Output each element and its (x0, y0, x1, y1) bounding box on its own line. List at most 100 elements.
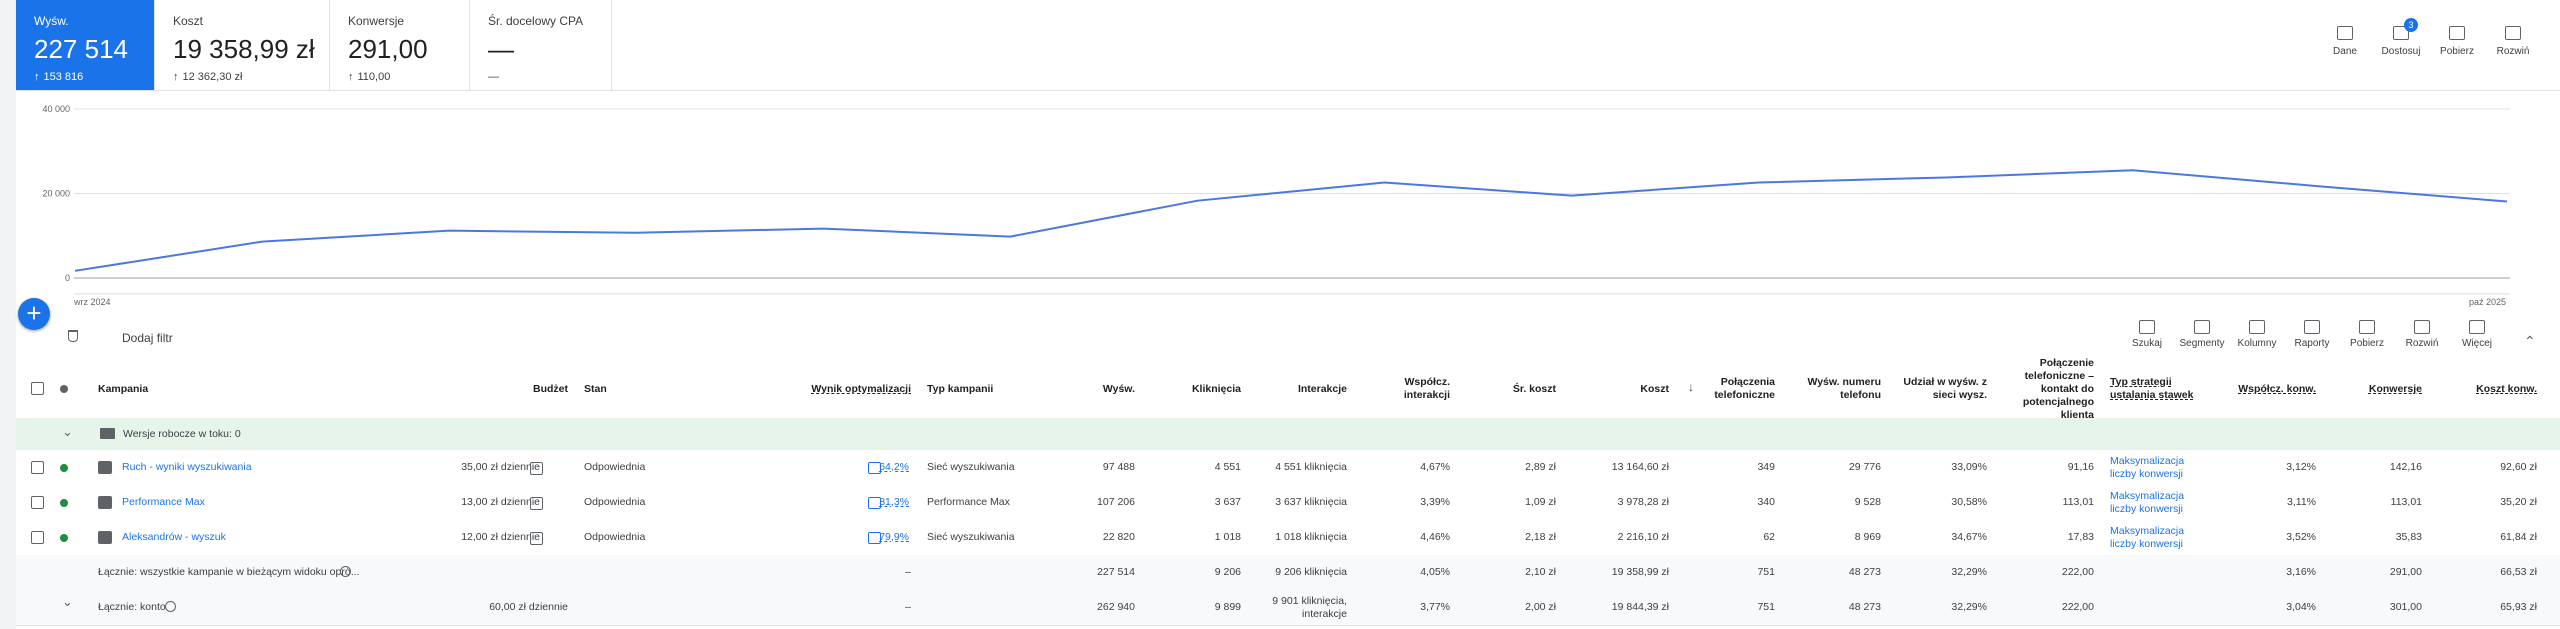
action-button[interactable]: Pobierz (2432, 26, 2482, 57)
table-cell: 91,16 (2067, 461, 2094, 473)
toolbar-button[interactable]: Więcej (2452, 320, 2502, 349)
table-cell: 9 899 (1214, 601, 1241, 613)
table-cell[interactable]: 64,2% (879, 461, 909, 473)
table-cell: Odpowiednia (584, 531, 646, 543)
filter-icon[interactable] (68, 330, 78, 342)
action-button[interactable]: Dane (2320, 26, 2370, 57)
table-cell: 61,84 zł (2500, 531, 2537, 543)
action-label: Dane (2333, 46, 2357, 57)
table-cell: 751 (1757, 566, 1775, 578)
table-cell[interactable]: 79,9% (879, 531, 909, 543)
row-checkbox[interactable] (31, 496, 44, 509)
metric-card[interactable]: Śr. docelowy CPA — — (470, 0, 612, 90)
chart-icon (530, 496, 543, 510)
table-cell: 107 206 (1097, 496, 1135, 508)
line (74, 169, 2508, 272)
table-cell: Łącznie: konto (98, 601, 166, 613)
table-cell: 3 978,28 zł (1617, 496, 1669, 508)
metric-card[interactable]: Wyśw. 227 514 ↑ 153 816 (16, 0, 155, 90)
filter-label[interactable]: Dodaj filtr (122, 331, 173, 345)
metric-value: 291,00 (348, 34, 428, 64)
table-cell: 65,93 zł (2500, 601, 2537, 613)
table-cell: 113,01 (2062, 496, 2094, 508)
expand-icon[interactable]: ⌄ (62, 594, 73, 609)
chart: 0 20 000 40 000 wrz 2024 paź 2025 (42, 104, 2510, 307)
action-button[interactable]: Rozwiń (2488, 26, 2538, 57)
table-cell: 3,12% (2286, 461, 2316, 473)
table-cell: 4,05% (1420, 566, 1450, 578)
toolbar-label: Segmenty (2179, 338, 2225, 349)
toolbar-icon (2249, 320, 2265, 334)
toolbar-button[interactable]: Kolumny (2232, 320, 2282, 349)
table-cell: 751 (1757, 601, 1775, 613)
table-cell: 113,01 (2390, 496, 2422, 508)
table-cell: Performance Max (927, 496, 1010, 508)
column-header: Wynik optymalizacji (811, 382, 911, 395)
table-cell: 340 (1757, 496, 1775, 508)
divider (16, 90, 2560, 91)
status-dot (60, 464, 68, 472)
table-cell: 3 637 kliknięcia (1275, 496, 1347, 508)
column-header: Współcz. konw. (2238, 382, 2316, 395)
table-cell: 13 164,60 zł (1611, 461, 1669, 473)
table-cell: Maksymalizacja liczby konwersji (2110, 489, 2185, 515)
metric-change: ↑ 153 816 (34, 71, 154, 83)
column-header: Budżet (533, 382, 568, 395)
row-checkbox[interactable] (31, 461, 44, 474)
toolbar-button[interactable]: Szukaj (2122, 320, 2172, 349)
toolbar-button[interactable]: Raporty (2287, 320, 2337, 349)
table-cell: 142,16 (2389, 461, 2422, 473)
table-cell: – (905, 566, 911, 578)
table-cell: 32,29% (1951, 566, 1987, 578)
expand-icon[interactable]: ⌄ (62, 424, 73, 439)
table-cell: Maksymalizacja liczby konwersji (2110, 454, 2185, 480)
column-header: Kampania (98, 382, 149, 395)
select-all[interactable] (31, 382, 44, 395)
collapse-icon[interactable]: ⌃ (2524, 333, 2536, 349)
table-cell: 227 514 (1097, 566, 1135, 578)
campaign-icon (98, 531, 112, 544)
row-checkbox[interactable] (31, 531, 44, 544)
table-cell: 19 358,99 zł (1611, 566, 1669, 578)
table-cell[interactable]: Performance Max (122, 496, 205, 508)
toolbar-icon (2469, 320, 2485, 334)
metric-card[interactable]: Koszt 19 358,99 zł ↑ 12 362,30 zł (155, 0, 330, 90)
table-cell: 35,20 zł (2500, 496, 2537, 508)
toolbar-label: Pobierz (2350, 338, 2384, 349)
toolbar-button[interactable]: Segmenty (2177, 320, 2227, 349)
column-header: Śr. koszt (1512, 382, 1556, 395)
action-label: Pobierz (2440, 46, 2474, 57)
table-cell[interactable]: Aleksandrów - wyszuk (122, 531, 226, 543)
table-cell: 222,00 (2061, 566, 2094, 578)
table-cell: 92,60 zł (2500, 461, 2537, 473)
action-icon (2505, 26, 2521, 40)
table-row (16, 590, 2560, 626)
change-value: — (488, 71, 499, 83)
toolbar-button[interactable]: Pobierz (2342, 320, 2392, 349)
column-header: Połączenia telefoniczne (1714, 376, 1775, 401)
table-cell: 1 018 (1214, 531, 1241, 543)
table-cell: 34,67% (1951, 531, 1987, 543)
action-button[interactable]: Dostosuj 3 (2376, 18, 2426, 57)
column-header: Typ kampanii (927, 382, 994, 395)
table-cell: 222,00 (2061, 601, 2094, 613)
change-value: 153 816 (43, 71, 84, 83)
table-cell[interactable]: Ruch - wyniki wyszukiwania (122, 461, 252, 473)
table-cell[interactable]: 81,3% (879, 496, 909, 508)
table-cell: Maksymalizacja liczby konwersji (2110, 524, 2185, 550)
left-strip (0, 0, 16, 629)
table-cell: 4,46% (1420, 531, 1450, 543)
status-dot (60, 534, 68, 542)
action-label: Dostosuj (2381, 46, 2421, 57)
y-tick-label: 20 000 (42, 189, 70, 199)
metric-card[interactable]: Konwersje 291,00 ↑ 110,00 (330, 0, 470, 90)
metric-label: Wyśw. (34, 14, 69, 28)
table-cell: 349 (1757, 461, 1775, 473)
action-icon (2449, 26, 2465, 40)
column-header: Konwersje (2368, 382, 2422, 395)
table-cell: 12,00 zł dziennie (461, 531, 540, 543)
toolbar-button[interactable]: Rozwiń (2397, 320, 2447, 349)
add-button[interactable]: + (18, 298, 50, 330)
table-cell: 9 206 kliknięcia (1275, 566, 1347, 578)
